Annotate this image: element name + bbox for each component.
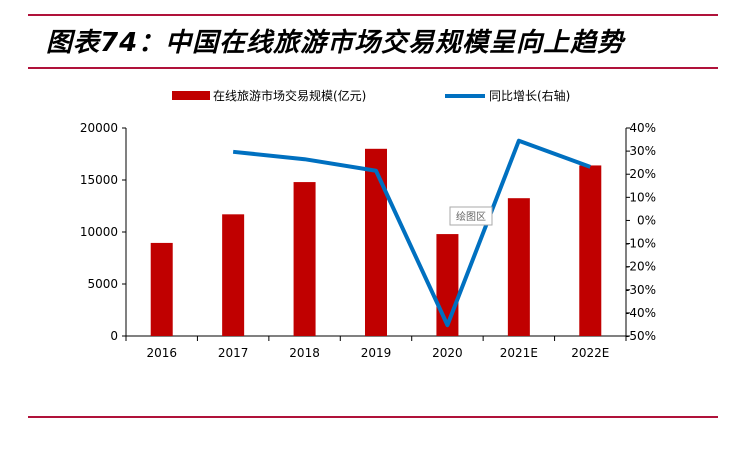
right-tick-label: -50% — [625, 329, 656, 343]
tooltip-box — [449, 206, 493, 226]
legend-bar-swatch — [172, 91, 210, 100]
tooltip-text: 绘图区 — [456, 210, 486, 223]
bar-2017 — [222, 214, 245, 336]
x-tick-label: 2016 — [146, 346, 177, 360]
x-tick-label: 2017 — [218, 346, 249, 360]
bar-2018 — [293, 182, 316, 336]
right-tick-label: 40% — [629, 121, 656, 135]
chart-title: 图表74：中国在线旅游市场交易规模呈向上趋势 — [46, 28, 625, 58]
right-tick-label: 20% — [629, 167, 656, 181]
legend-bar-label: 在线旅游市场交易规模(亿元) — [213, 88, 366, 103]
bottom-rule — [28, 416, 718, 418]
x-tick-label: 2018 — [289, 346, 320, 360]
left-tick-label: 0 — [110, 329, 118, 343]
left-tick-label: 15000 — [80, 173, 118, 187]
bar-2019 — [365, 148, 387, 336]
top-rule — [28, 14, 718, 16]
right-tick-label: -10% — [625, 237, 656, 251]
legend-line-label: 同比增长(右轴) — [489, 88, 570, 103]
right-tick-label: 30% — [629, 144, 656, 158]
left-tick-label: 10000 — [80, 225, 118, 239]
x-tick-label: 2022E — [571, 346, 609, 360]
left-tick-label: 5000 — [87, 277, 118, 291]
bar-2021E — [507, 198, 530, 336]
growth-line — [232, 138, 591, 328]
x-tick-label: 2019 — [361, 346, 392, 360]
right-tick-label: 10% — [629, 190, 656, 204]
right-tick-label: -40% — [625, 306, 656, 320]
bar-2022E — [579, 165, 602, 336]
x-tick-label: 2020 — [432, 346, 463, 360]
right-tick-label: -20% — [625, 260, 656, 274]
bar-2016 — [150, 242, 173, 336]
title-rule — [28, 67, 718, 69]
right-tick-label: 0% — [637, 213, 656, 227]
left-tick-label: 20000 — [80, 121, 118, 135]
x-tick-label: 2021E — [500, 346, 538, 360]
right-tick-label: -30% — [625, 283, 656, 297]
